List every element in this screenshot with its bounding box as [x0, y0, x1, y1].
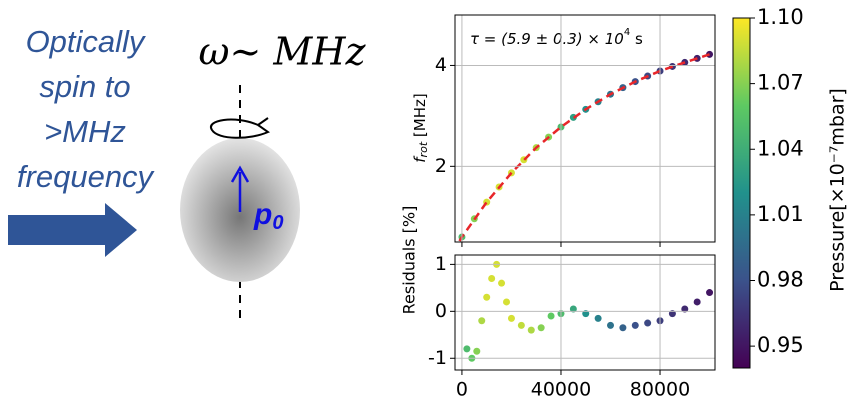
x-tick-label: 80000 [630, 379, 690, 401]
data-point [594, 314, 602, 322]
data-point [607, 321, 615, 329]
data-point [473, 347, 481, 355]
rotation-swirl [209, 117, 271, 139]
colorbar-tick-label: 1.01 [757, 202, 804, 226]
colorbar [732, 17, 751, 369]
y-tick-label: -1 [428, 347, 447, 369]
colorbar-tick-label: 1.04 [757, 136, 804, 160]
y-tick-label: 2 [435, 155, 447, 177]
annotation-main: τ = (5.9 ± 0.3) × 10 [470, 30, 624, 48]
data-point [706, 289, 714, 297]
big-arrow [8, 203, 137, 257]
data-point [681, 305, 689, 313]
data-point [488, 274, 496, 282]
x-tick-label: 0 [456, 379, 468, 401]
data-point [503, 298, 511, 306]
colorbar-tick-label: 0.95 [757, 333, 804, 357]
axes-frame [454, 254, 716, 371]
plot [458, 50, 714, 242]
y-tick-label: 1 [435, 253, 447, 275]
colorbar-label: Pressure[×10⁻⁷mbar] [827, 88, 849, 292]
caption: frequency [17, 159, 156, 194]
dipole-label: p0 [253, 198, 283, 234]
ylabel-sub: rot [417, 141, 430, 157]
axes-frame [454, 14, 716, 243]
data-point [631, 321, 639, 329]
data-point [527, 326, 535, 334]
data-point [483, 293, 491, 301]
caption: Optically [26, 24, 147, 59]
y-tick-label: 4 [435, 54, 447, 76]
diagram: Optically spin to >MHz frequency p0 ω~ M… [8, 24, 366, 320]
data-point [537, 324, 545, 332]
fit-line [458, 53, 710, 242]
data-point [619, 324, 627, 332]
colorbar-tick-label: 1.07 [757, 71, 804, 95]
y-tick-label: 0 [435, 300, 447, 322]
data-point [644, 319, 652, 327]
data-point [569, 305, 577, 313]
data-point [582, 310, 590, 318]
colorbar-tick-label: 0.98 [757, 268, 804, 292]
data-point [547, 312, 555, 320]
data-point [693, 298, 701, 306]
dipole-arrowhead [230, 165, 250, 183]
annotation: τ = (5.9 ± 0.3) × 104 s [470, 27, 643, 48]
omega-label: ω~ MHz [199, 30, 367, 74]
colorbar-tick-label: 1.10 [757, 5, 804, 29]
data-point [463, 345, 471, 353]
dipole-p: p [253, 198, 272, 231]
data-point [507, 314, 515, 322]
caption: >MHz [44, 114, 126, 149]
y-label: Residuals [%] [400, 206, 419, 315]
annotation-unit: s [630, 30, 643, 48]
plot [463, 260, 714, 362]
y-label: frot [MHz] [411, 93, 431, 162]
data-point [478, 317, 486, 325]
data-point [668, 310, 676, 318]
ylabel-f: f [411, 155, 429, 163]
x-tick-label: 40000 [531, 379, 591, 401]
data-point [498, 279, 506, 287]
annotation-sup: 4 [624, 27, 630, 38]
dipole-sub: 0 [272, 212, 283, 234]
data-point [517, 321, 525, 329]
ylabel-unit: [MHz] [411, 93, 429, 142]
caption: spin to [39, 69, 130, 104]
